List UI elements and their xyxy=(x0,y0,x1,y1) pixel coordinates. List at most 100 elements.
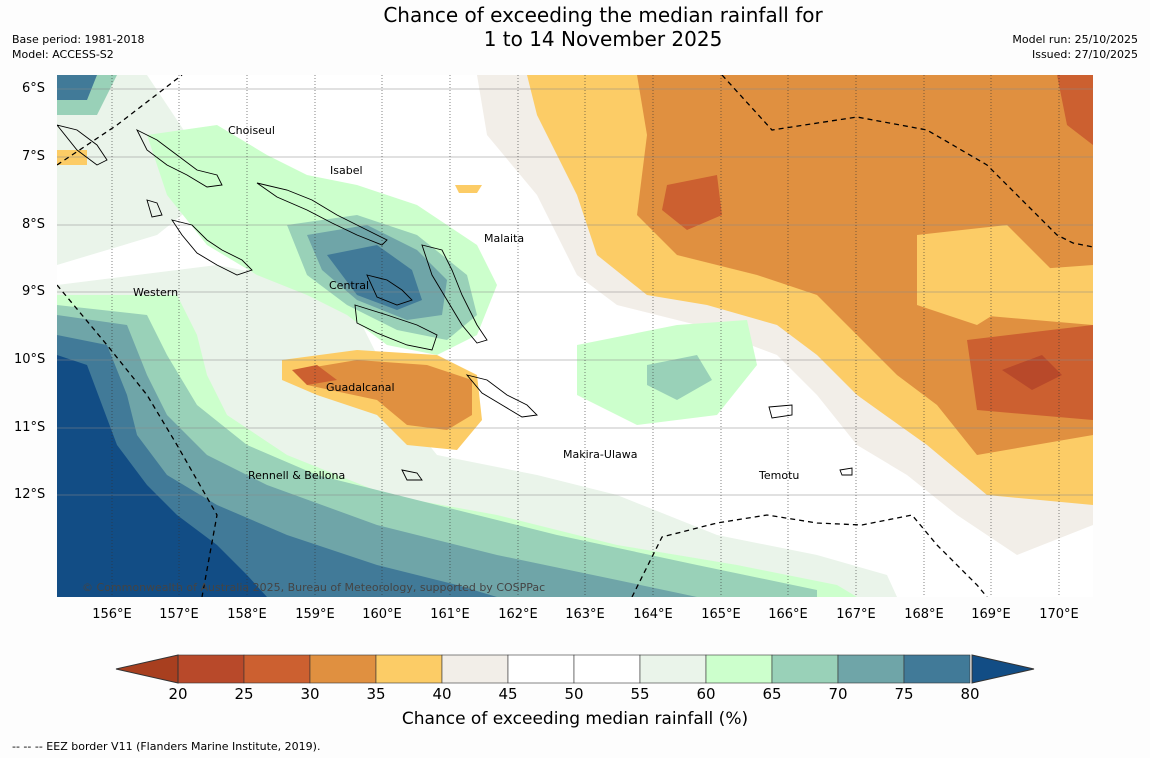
colorbar-tick: 50 xyxy=(564,685,584,703)
colorbar-arrow-left xyxy=(115,654,179,684)
colorbar-segment xyxy=(705,654,773,684)
fill-35b xyxy=(797,135,937,205)
fill-30b xyxy=(662,175,722,230)
temotu-small xyxy=(839,467,853,476)
region-label-malaita: Malaita xyxy=(484,232,525,245)
western-small-coast xyxy=(146,199,163,218)
region-label-makira-ulawa: Makira-Ulawa xyxy=(563,448,638,461)
colorbar-segment xyxy=(375,654,443,684)
malaita-coast xyxy=(421,244,488,344)
region-label-choiseul: Choiseul xyxy=(228,124,275,137)
temotu-coast xyxy=(768,404,793,419)
isabel-coast xyxy=(256,182,388,246)
meta-left: Base period: 1981-2018 Model: ACCESS-S2 xyxy=(12,32,144,62)
colorbar-segment xyxy=(837,654,905,684)
lat-label: 12°S xyxy=(14,487,46,502)
region-label-western: Western xyxy=(133,286,179,299)
title-line1: Chance of exceeding the median rainfall … xyxy=(383,3,823,27)
fill-80c xyxy=(57,75,97,100)
lon-label: 170°E xyxy=(1039,607,1079,622)
colorbar-segment xyxy=(243,654,311,684)
region-label-rennell-bellona: Rennell & Bellona xyxy=(248,469,346,482)
fill-25 xyxy=(1002,355,1062,390)
colorbar-title: Chance of exceeding median rainfall (%) xyxy=(401,709,749,729)
colorbar-tick: 55 xyxy=(630,685,650,703)
lon-label: 164°E xyxy=(633,607,673,622)
model-run: Model run: 25/10/2025 xyxy=(1012,33,1138,46)
region-label-isabel: Isabel xyxy=(330,164,363,177)
lon-label: 161°E xyxy=(430,607,470,622)
colorbar-tick: 60 xyxy=(696,685,716,703)
lat-label: 8°S xyxy=(22,217,46,232)
colorbar-tick: 80 xyxy=(960,685,980,703)
colorbar-tick: 75 xyxy=(894,685,914,703)
lat-label: 10°S xyxy=(14,352,46,367)
region-label-central: Central xyxy=(329,279,370,292)
new-georgia-coast xyxy=(170,219,253,276)
lat-label: 9°S xyxy=(22,284,46,299)
lon-label: 163°E xyxy=(565,607,605,622)
rennell-coast xyxy=(401,469,423,481)
lat-label: 7°S xyxy=(22,149,46,164)
eez-borders xyxy=(57,75,1093,597)
issued-date: Issued: 27/10/2025 xyxy=(1031,48,1138,61)
contour-fills xyxy=(57,75,1093,597)
fill-40-small2 xyxy=(455,185,482,193)
lon-label: 168°E xyxy=(904,607,944,622)
colorbar-segment xyxy=(441,654,509,684)
title-line2: 1 to 14 November 2025 xyxy=(483,27,723,51)
graticule xyxy=(57,88,1093,496)
colorbar-tick: 35 xyxy=(366,685,386,703)
colorbar-tick: 25 xyxy=(234,685,254,703)
colorbar-tick: 45 xyxy=(498,685,518,703)
colorbar xyxy=(115,654,1035,684)
chart-title: Chance of exceeding the median rainfall … xyxy=(0,3,1150,51)
colorbar-segment xyxy=(771,654,839,684)
fill-70c xyxy=(647,355,712,400)
lon-label: 169°E xyxy=(971,607,1011,622)
region-label-temotu: Temotu xyxy=(759,469,800,482)
lon-label: 166°E xyxy=(768,607,808,622)
lat-label: 6°S xyxy=(22,81,46,96)
lon-label: 157°E xyxy=(159,607,199,622)
makira-coast xyxy=(465,374,538,418)
lat-label: 11°S xyxy=(14,420,46,435)
colorbar-segments xyxy=(177,654,971,684)
lon-label: 158°E xyxy=(227,607,267,622)
meta-right: Model run: 25/10/2025 Issued: 27/10/2025 xyxy=(1012,32,1138,62)
lon-label: 162°E xyxy=(498,607,538,622)
colorbar-segment xyxy=(177,654,245,684)
fill-80b xyxy=(327,245,422,310)
lon-label: 160°E xyxy=(362,607,402,622)
model-name: Model: ACCESS-S2 xyxy=(12,48,114,61)
colorbar-segment xyxy=(309,654,377,684)
lon-label: 156°E xyxy=(92,607,132,622)
map-svg xyxy=(57,75,1093,597)
coastlines xyxy=(57,124,853,481)
fill-guad-30 xyxy=(292,365,337,385)
rainfall-map xyxy=(57,75,1093,597)
base-period: Base period: 1981-2018 xyxy=(12,33,145,46)
lon-label: 165°E xyxy=(701,607,741,622)
colorbar-arrow-right xyxy=(971,654,1035,684)
colorbar-segment xyxy=(573,654,641,684)
colorbar-segment xyxy=(507,654,575,684)
colorbar-tick: 30 xyxy=(300,685,320,703)
colorbar-tick: 20 xyxy=(168,685,188,703)
lon-label: 167°E xyxy=(836,607,876,622)
colorbar-segment xyxy=(639,654,707,684)
bougainville-coast xyxy=(57,124,108,166)
copyright-notice: © Commonwealth of Australia 2025, Bureau… xyxy=(82,581,546,594)
central-coast xyxy=(366,274,413,306)
region-label-guadalcanal: Guadalcanal xyxy=(326,381,395,394)
fill-40-small xyxy=(57,150,87,165)
choiseul-coast xyxy=(135,128,223,188)
fill-85 xyxy=(57,355,267,597)
fill-30a xyxy=(1057,75,1093,145)
colorbar-segment xyxy=(903,654,971,684)
colorbar-tick: 70 xyxy=(828,685,848,703)
colorbar-tick: 40 xyxy=(432,685,452,703)
eez-legend-note: -- -- -- EEZ border V11 (Flanders Marine… xyxy=(12,740,321,753)
colorbar-tick: 65 xyxy=(762,685,782,703)
meridians xyxy=(111,75,1060,597)
